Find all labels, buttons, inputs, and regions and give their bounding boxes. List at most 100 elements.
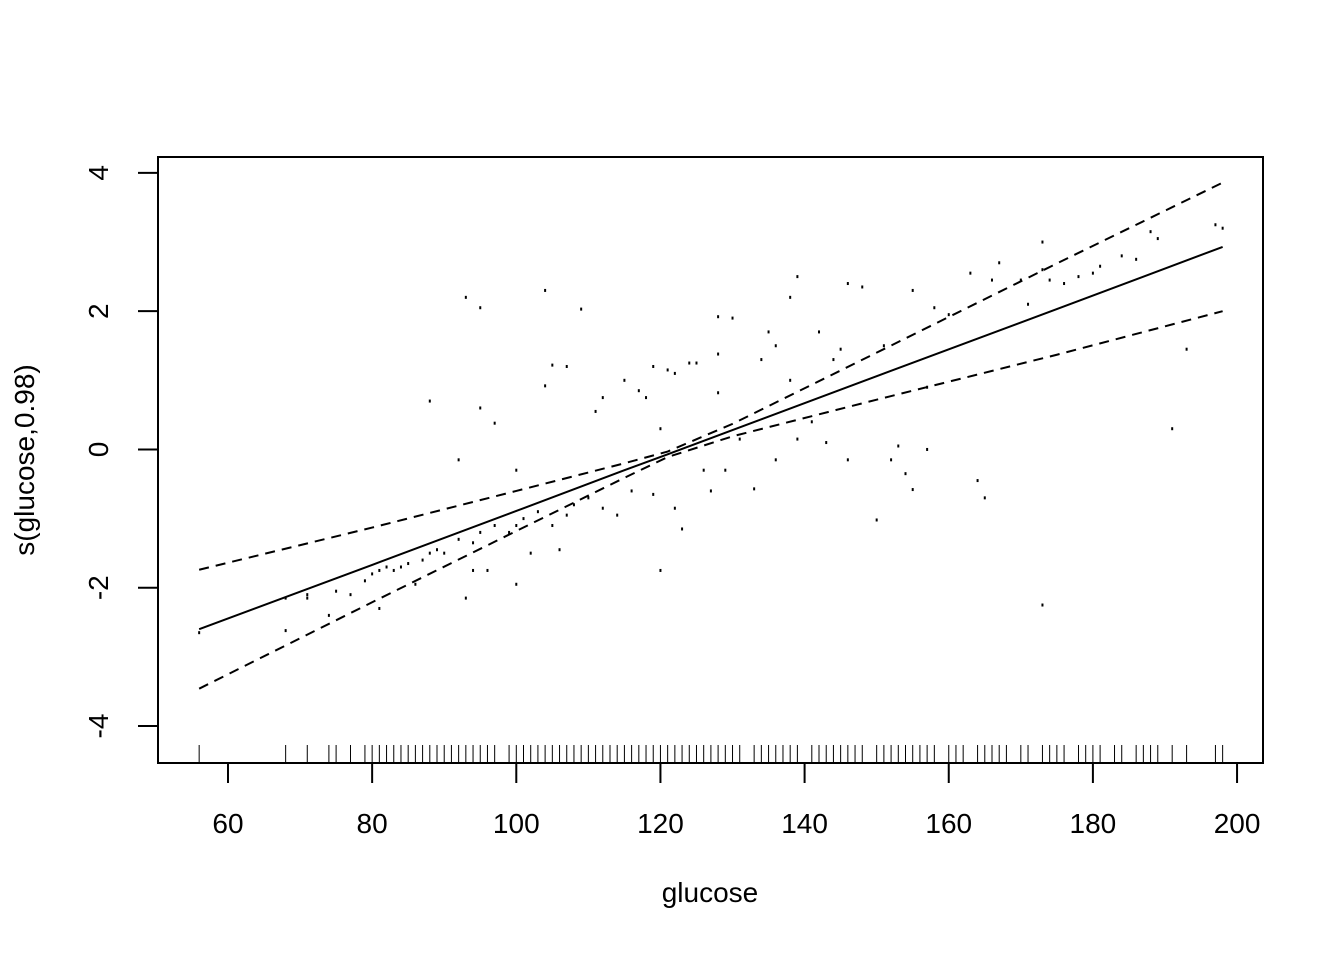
residual-point xyxy=(565,364,568,368)
confidence-line xyxy=(198,181,1224,571)
residual-point xyxy=(601,506,604,510)
y-tick-label: 2 xyxy=(83,303,114,319)
residual-point xyxy=(587,496,590,500)
residual-point xyxy=(717,391,720,395)
residual-point xyxy=(601,396,604,400)
residual-point xyxy=(673,371,676,375)
residual-point xyxy=(1099,264,1102,268)
residual-point xyxy=(1063,282,1066,286)
residual-point xyxy=(724,468,727,472)
residual-point xyxy=(306,596,309,600)
residual-point xyxy=(399,565,402,569)
residual-point xyxy=(486,568,489,572)
residual-point xyxy=(594,409,597,413)
residual-point xyxy=(1041,603,1044,607)
residual-point xyxy=(378,568,381,572)
residual-point xyxy=(1135,257,1138,261)
residual-point xyxy=(421,558,424,562)
residual-point xyxy=(1091,271,1094,275)
residual-point xyxy=(464,295,467,299)
residual-point xyxy=(897,444,900,448)
residual-point xyxy=(1149,230,1152,234)
y-tick-label: -4 xyxy=(83,714,114,739)
residual-point xyxy=(616,513,619,517)
residual-point xyxy=(572,503,575,507)
residual-point xyxy=(529,551,532,555)
y-tick-label: -2 xyxy=(83,575,114,600)
residual-point xyxy=(702,468,705,472)
residual-point xyxy=(363,579,366,583)
residual-point xyxy=(335,589,338,593)
residual-point xyxy=(493,421,496,425)
residual-point xyxy=(580,307,583,311)
residual-point xyxy=(1041,268,1044,272)
residual-point xyxy=(1185,347,1188,351)
residual-point xyxy=(753,487,756,491)
residual-point xyxy=(385,565,388,569)
confidence-line xyxy=(198,310,1223,690)
residual-point xyxy=(623,378,626,382)
residual-point xyxy=(717,315,720,319)
residual-point xyxy=(1156,237,1159,241)
residual-point xyxy=(645,396,648,400)
residual-point xyxy=(414,582,417,586)
residual-point xyxy=(825,441,828,445)
residual-point xyxy=(306,593,309,597)
residual-point xyxy=(890,458,893,462)
y-axis-label: s(glucose,0.98) xyxy=(9,364,40,555)
plot-frame xyxy=(157,156,1264,764)
residual-point xyxy=(558,548,561,552)
residual-point xyxy=(472,541,475,545)
residual-point xyxy=(637,389,640,393)
residual-point xyxy=(738,437,741,441)
residual-point xyxy=(666,368,669,372)
residual-point xyxy=(652,492,655,496)
residual-point xyxy=(1019,278,1022,282)
residual-point xyxy=(1214,223,1217,227)
residual-point xyxy=(818,330,821,334)
residual-point xyxy=(846,282,849,286)
residual-point xyxy=(933,306,936,310)
residual-point xyxy=(760,358,763,362)
residual-point xyxy=(551,524,554,528)
residual-point xyxy=(493,524,496,528)
residual-point xyxy=(407,562,410,566)
residual-point xyxy=(969,271,972,275)
residual-point xyxy=(428,551,431,555)
residual-point xyxy=(990,278,993,282)
residual-point xyxy=(1171,427,1174,431)
residual-point xyxy=(846,458,849,462)
x-tick-label: 160 xyxy=(925,808,972,839)
residual-point xyxy=(1120,254,1123,258)
residual-point xyxy=(789,378,792,382)
x-tick-label: 200 xyxy=(1214,808,1261,839)
x-tick-label: 140 xyxy=(781,808,828,839)
residual-point xyxy=(284,629,287,633)
residual-point xyxy=(1027,302,1030,306)
residual-point xyxy=(767,330,770,334)
residual-point xyxy=(904,472,907,476)
residual-point xyxy=(861,285,864,289)
residual-point xyxy=(911,488,914,492)
residual-point xyxy=(673,506,676,510)
residual-point xyxy=(565,513,568,517)
residual-point xyxy=(508,530,511,534)
fit-line xyxy=(198,245,1223,631)
x-tick-label: 180 xyxy=(1070,808,1117,839)
residual-point xyxy=(522,517,525,521)
residual-point xyxy=(652,364,655,368)
residual-point xyxy=(947,313,950,317)
x-tick-label: 120 xyxy=(637,808,684,839)
residual-point xyxy=(551,363,554,367)
residual-point xyxy=(198,631,201,635)
residual-point xyxy=(681,527,684,531)
residual-point xyxy=(464,596,467,600)
residual-point xyxy=(796,437,799,441)
residual-point xyxy=(536,510,539,514)
residual-point xyxy=(544,384,547,388)
residual-point xyxy=(875,518,878,522)
residual-point xyxy=(839,347,842,351)
residual-point xyxy=(457,458,460,462)
residual-point xyxy=(327,613,330,617)
residual-point xyxy=(371,572,374,576)
